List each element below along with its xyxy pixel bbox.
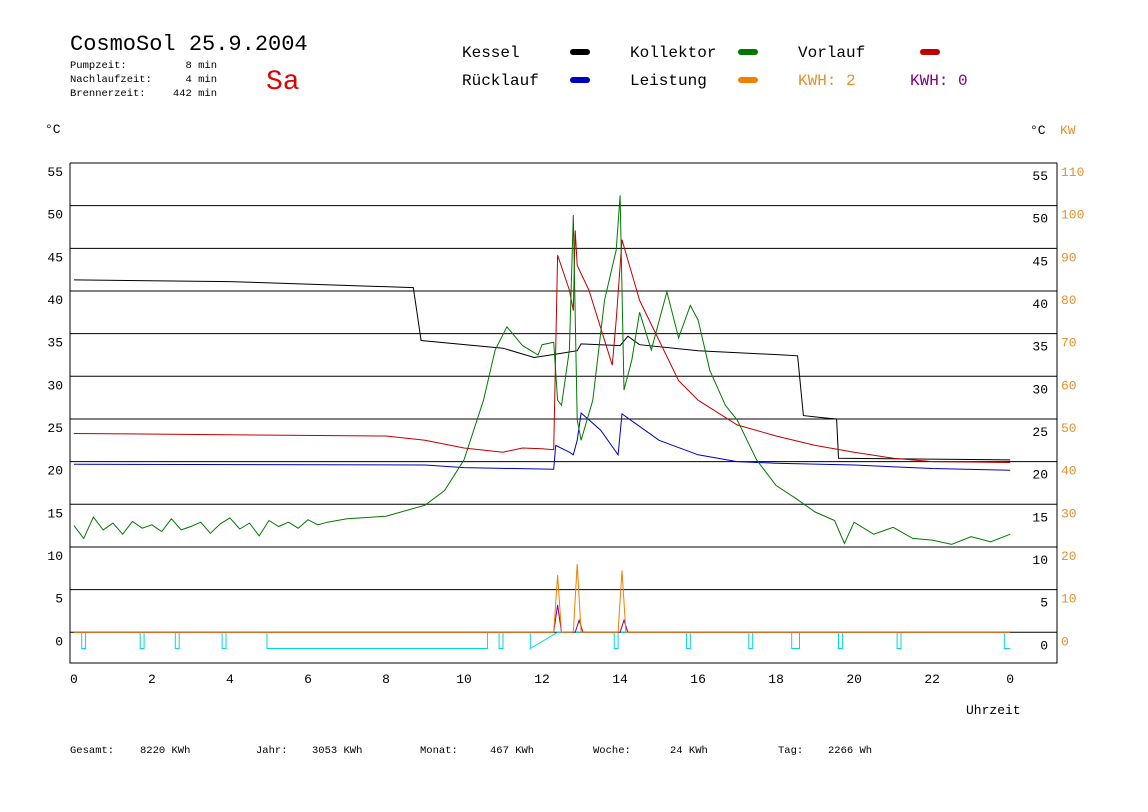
series-line: [73, 604, 1011, 633]
y-tick-label: 20: [47, 464, 63, 479]
footer-label: Tag:: [778, 745, 803, 757]
series-line: [73, 563, 1011, 633]
legend-note: KWH: 2: [798, 72, 856, 90]
y-tick-label-right: 20: [1032, 468, 1048, 483]
stat-label: Nachlaufzeit:: [70, 74, 152, 86]
y-tick-label-right: 45: [1032, 254, 1048, 269]
stat-label: Brennerzeit:: [70, 88, 146, 100]
x-tick-label: 18: [768, 672, 784, 687]
x-tick-label: 8: [382, 672, 390, 687]
y2-unit-left: °C: [1030, 123, 1046, 138]
legend-label: Vorlauf: [798, 44, 865, 62]
legend-label: Rücklauf: [462, 72, 539, 90]
y-tick-label: 45: [47, 250, 63, 265]
legend-label: Leistung: [630, 72, 707, 90]
y-tick-label: 5: [55, 592, 63, 607]
plot-frame: [69, 163, 1058, 664]
y-tick-label: 40: [47, 293, 63, 308]
chart-title: CosmoSol 25.9.2004: [70, 32, 308, 57]
y-tick-label-right: 30: [1032, 382, 1048, 397]
x-tick-label: 4: [226, 672, 234, 687]
stat-label: Pumpzeit:: [70, 60, 127, 72]
y-tick-label-right: 10: [1032, 553, 1048, 568]
series-line: [73, 412, 1011, 471]
day-label: Sa: [266, 67, 300, 98]
y2-tick-label: 110: [1061, 165, 1084, 180]
y-tick-label-right: 50: [1032, 212, 1048, 227]
y2-tick-label: 80: [1061, 293, 1077, 308]
footer-value: 2266 Wh: [828, 745, 872, 757]
y2-tick-label: 10: [1061, 592, 1077, 607]
y-tick-label-right: 40: [1032, 297, 1048, 312]
y-tick-label: 50: [47, 208, 63, 223]
y-tick-label-right: 0: [1040, 638, 1048, 653]
x-axis-label: Uhrzeit: [966, 703, 1021, 718]
legend-note: KWH: 0: [910, 72, 968, 90]
footer-label: Gesamt:: [70, 745, 114, 757]
footer-label: Jahr:: [256, 745, 288, 757]
series-line: [73, 230, 1011, 463]
y-tick-label: 0: [55, 634, 63, 649]
y-tick-label-right: 55: [1032, 169, 1048, 184]
y2-tick-label: 70: [1061, 336, 1077, 351]
y-tick-label-right: 15: [1032, 510, 1048, 525]
legend-label: Kollektor: [630, 44, 716, 62]
y-tick-label: 15: [47, 506, 63, 521]
x-tick-label: 0: [1006, 672, 1014, 687]
x-tick-label: 12: [534, 672, 550, 687]
footer-label: Woche:: [593, 745, 631, 757]
x-tick-label: 16: [690, 672, 706, 687]
y2-tick-label: 20: [1061, 549, 1077, 564]
y2-tick-label: 0: [1061, 634, 1069, 649]
y-tick-label: 35: [47, 336, 63, 351]
y-tick-label: 10: [47, 549, 63, 564]
y2-tick-label: 90: [1061, 250, 1077, 265]
y2-tick-label: 100: [1061, 208, 1084, 223]
y-tick-label-right: 35: [1032, 340, 1048, 355]
series-line: [73, 631, 1011, 650]
series-line: [73, 279, 1011, 461]
stat-value: 4 min: [185, 74, 217, 86]
y2-tick-label: 50: [1061, 421, 1077, 436]
x-tick-label: 0: [70, 672, 78, 687]
footer-value: 467 KWh: [490, 745, 534, 757]
y-tick-label: 55: [47, 165, 63, 180]
y2-tick-label: 30: [1061, 506, 1077, 521]
footer-value: 8220 KWh: [140, 745, 190, 757]
y-tick-label: 30: [47, 378, 63, 393]
stat-value: 442 min: [173, 88, 217, 100]
y-tick-label-right: 25: [1032, 425, 1048, 440]
y-unit: °C: [45, 122, 61, 137]
y2-tick-label: 60: [1061, 378, 1077, 393]
y-tick-label: 25: [47, 421, 63, 436]
x-tick-label: 14: [612, 672, 628, 687]
y2-unit: KW: [1060, 123, 1076, 138]
x-tick-label: 10: [456, 672, 472, 687]
x-tick-label: 2: [148, 672, 156, 687]
x-tick-label: 6: [304, 672, 312, 687]
footer-value: 3053 KWh: [312, 745, 362, 757]
y2-tick-label: 40: [1061, 464, 1077, 479]
footer-value: 24 KWh: [670, 745, 708, 757]
x-tick-label: 20: [846, 672, 862, 687]
stat-value: 8 min: [185, 60, 217, 72]
legend-label: Kessel: [462, 44, 520, 62]
x-tick-label: 22: [924, 672, 940, 687]
y-tick-label-right: 5: [1040, 596, 1048, 611]
footer-label: Monat:: [420, 745, 458, 757]
series-line: [73, 195, 1011, 545]
